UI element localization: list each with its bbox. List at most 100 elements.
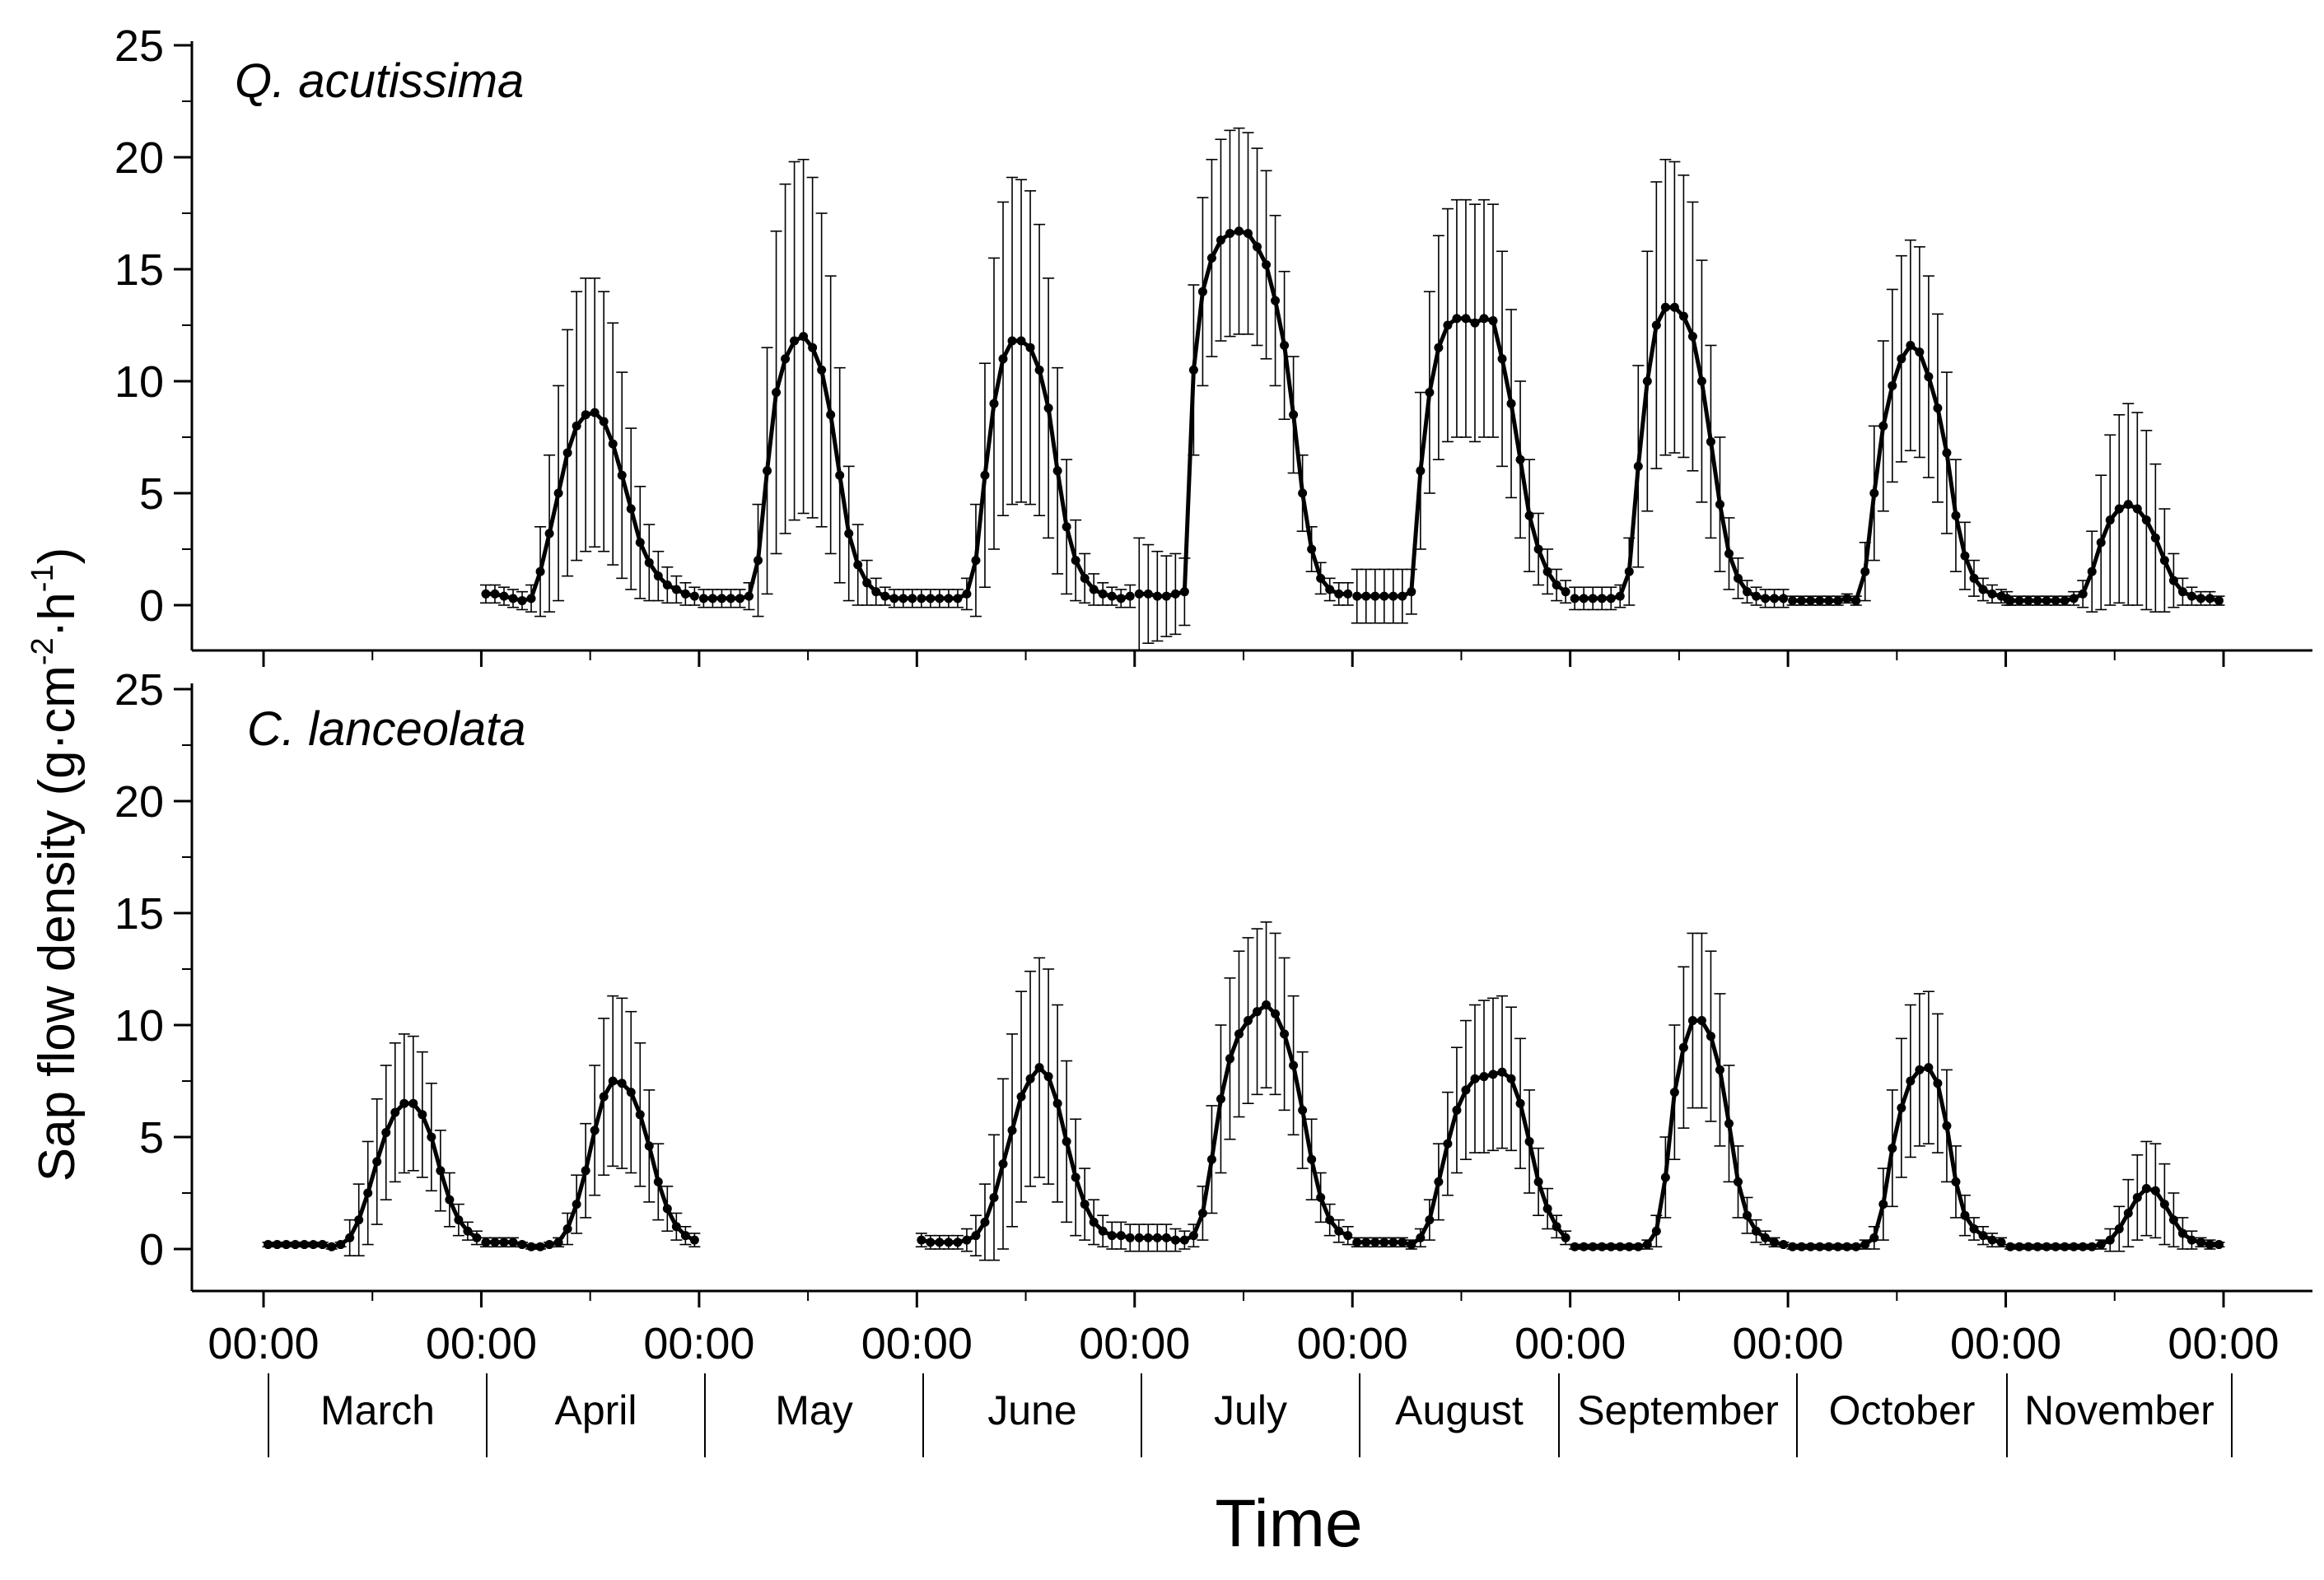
data-point [671,1222,681,1232]
data-point [1443,1139,1453,1149]
data-point [454,1215,464,1225]
data-point [1506,1074,1516,1084]
data-point [1352,1237,1362,1247]
data-point [399,1098,409,1108]
data-point [1761,1233,1771,1242]
data-point [1606,594,1616,604]
month-label: November [2024,1387,2214,1433]
data-point [1134,589,1144,599]
y-tick-label: 5 [139,1113,164,1163]
data-point [1933,1079,1943,1088]
data-point [1452,314,1462,324]
y-label-part: ) [29,548,86,565]
data-point [1425,388,1435,398]
data-point [908,594,917,604]
data-point [2132,1192,2142,1202]
data-point [1651,320,1661,330]
data-point [1116,1231,1126,1241]
data-point [1842,594,1852,604]
data-point [1869,488,1879,498]
month-label: March [320,1387,435,1433]
data-point [526,1242,536,1251]
data-point [1524,510,1534,520]
data-point [1897,354,1906,364]
data-point [1942,448,1952,458]
data-point [1497,1067,1507,1077]
data-point [1170,589,1180,599]
data-point [1025,1074,1035,1084]
data-point [1761,594,1771,604]
data-point [926,594,936,604]
data-point [490,1237,500,1247]
data-point [1815,1242,1825,1251]
data-point [1089,1217,1099,1227]
data-point [2014,1242,2024,1251]
data-point [980,1217,990,1227]
month-label: June [987,1387,1076,1433]
data-point [1325,585,1335,594]
x-tick-label: 00:00 [1733,1319,1844,1368]
data-point [1978,585,1988,594]
data-point [1888,1144,1897,1154]
data-point [590,1126,600,1135]
data-point [1978,1231,1988,1241]
data-point [608,439,618,449]
data-point [1624,566,1634,576]
data-point [1253,1007,1262,1017]
data-point [291,1240,301,1250]
y-tick-label: 25 [114,665,164,715]
data-point [1779,594,1789,604]
data-point [2159,556,2169,566]
data-point [1262,260,1272,270]
data-point [1542,566,1552,576]
data-point [1098,589,1108,599]
data-point [508,594,518,604]
month-label: July [1214,1387,1287,1433]
data-point [926,1237,936,1247]
data-point [327,1242,337,1251]
data-point [1107,1231,1117,1241]
data-point [1588,594,1598,604]
data-point [2159,1200,2169,1209]
data-point [1770,594,1780,604]
data-point [2105,1235,2115,1245]
data-point [463,1226,473,1236]
data-point [1561,1233,1570,1242]
data-point [427,1132,436,1142]
data-point [1561,587,1570,597]
data-point [2042,1242,2051,1251]
data-point [998,1159,1008,1169]
data-point [653,571,663,581]
data-point [1216,1094,1225,1104]
data-point [2051,1242,2060,1251]
data-point [1824,596,1834,606]
data-point [1116,594,1126,604]
data-point [2005,1242,2015,1251]
data-point [2177,1228,2187,1238]
data-point [1434,1177,1444,1186]
data-point [953,594,963,604]
data-point [2032,1242,2042,1251]
data-point [889,594,899,604]
data-point [953,1237,963,1247]
data-point [381,1128,391,1138]
month-label: August [1395,1387,1524,1433]
series-line [486,410,695,604]
y-axis-label: Sap flow density (g·cm-2·h-1) [26,548,86,1182]
data-point [971,1231,981,1241]
data-point [635,538,645,548]
data-point [608,1076,618,1086]
data-point [1470,318,1480,328]
data-point [1016,336,1026,346]
data-point [1633,1242,1643,1251]
data-point [1071,1172,1080,1182]
data-point [935,594,945,604]
y-label-part: ·h [29,592,86,637]
data-point [1615,1242,1625,1251]
data-point [744,591,754,601]
data-point [1851,596,1861,606]
data-point [1734,573,1743,583]
data-point [799,332,809,342]
data-point [2060,1242,2070,1251]
data-point [562,1224,572,1234]
